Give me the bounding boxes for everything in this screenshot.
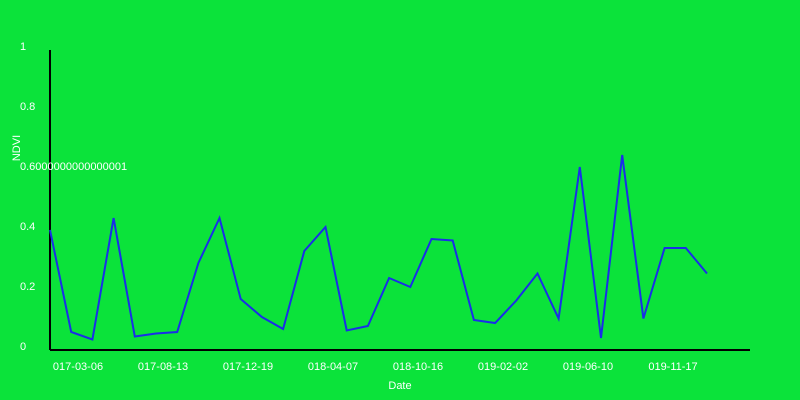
ndvi-data-point bbox=[346, 330, 348, 332]
y-tick-label: 0.6000000000000001 bbox=[20, 161, 127, 173]
ndvi-data-point bbox=[325, 226, 327, 228]
ndvi-data-point bbox=[621, 154, 623, 156]
ndvi-data-point bbox=[409, 286, 411, 288]
ndvi-data-point bbox=[113, 217, 115, 219]
x-tick-label: 019-11-17 bbox=[648, 361, 697, 373]
y-tick-label: 1 bbox=[20, 41, 26, 53]
ndvi-data-point bbox=[155, 333, 157, 335]
ndvi-data-point bbox=[579, 166, 581, 168]
ndvi-data-point bbox=[261, 316, 263, 318]
x-tick-label: 019-06-10 bbox=[563, 361, 613, 373]
y-tick-label: 0.8 bbox=[20, 101, 35, 113]
ndvi-data-point bbox=[685, 247, 687, 249]
y-tick-label: 0.2 bbox=[20, 281, 35, 293]
ndvi-data-point bbox=[176, 331, 178, 333]
x-tick-label: 017-12-19 bbox=[223, 361, 273, 373]
x-tick-label: 019-02-02 bbox=[478, 361, 528, 373]
ndvi-series-line bbox=[49, 154, 708, 341]
ndvi-data-point bbox=[282, 328, 284, 330]
x-tick-labels: 017-03-06 017-08-13 017-12-19 018-04-07 018-… bbox=[53, 361, 698, 373]
ndvi-data-point bbox=[49, 229, 51, 231]
ndvi-data-point bbox=[664, 247, 666, 249]
ndvi-data-point bbox=[600, 337, 602, 339]
x-tick-label: 017-08-13 bbox=[138, 361, 188, 373]
ndvi-points bbox=[49, 154, 708, 341]
y-tick-labels: 0 0.2 0.4 0.6000000000000001 0.8 1 bbox=[20, 41, 127, 353]
ndvi-data-point bbox=[515, 300, 517, 302]
ndvi-data-point bbox=[558, 318, 560, 320]
ndvi-data-point bbox=[70, 331, 72, 333]
ndvi-data-point bbox=[473, 319, 475, 321]
x-tick-label: 018-10-16 bbox=[393, 361, 443, 373]
x-tick-label: 017-03-06 bbox=[53, 361, 103, 373]
ndvi-data-point bbox=[134, 336, 136, 338]
y-tick-label: 0.4 bbox=[20, 221, 35, 233]
y-tick-label: 0 bbox=[20, 341, 26, 353]
ndvi-data-point bbox=[494, 322, 496, 324]
ndvi-data-point bbox=[197, 262, 199, 264]
ndvi-data-point bbox=[642, 318, 644, 320]
x-axis-label: Date bbox=[388, 380, 411, 392]
ndvi-data-point bbox=[706, 273, 708, 275]
ndvi-data-point bbox=[219, 217, 221, 219]
ndvi-data-point bbox=[240, 298, 242, 300]
x-tick-label: 018-04-07 bbox=[308, 361, 358, 373]
ndvi-data-point bbox=[303, 250, 305, 252]
ndvi-data-point bbox=[388, 277, 390, 279]
ndvi-data-point bbox=[537, 273, 539, 275]
ndvi-data-point bbox=[367, 325, 369, 327]
ndvi-data-point bbox=[452, 240, 454, 242]
y-axis-label: NDVI bbox=[11, 135, 23, 161]
ndvi-data-point bbox=[91, 339, 93, 341]
ndvi-data-point bbox=[431, 238, 433, 240]
